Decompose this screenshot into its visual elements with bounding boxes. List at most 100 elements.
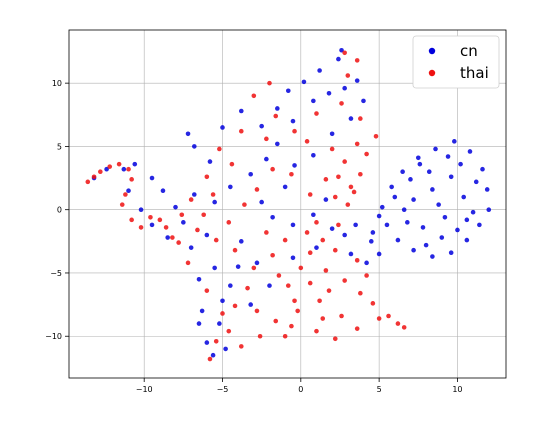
data-point-thai (254, 187, 260, 192)
data-point-cn (361, 98, 366, 104)
data-point-cn (270, 214, 275, 220)
data-point-thai (273, 113, 279, 119)
series-thai-points (85, 50, 407, 362)
data-point-thai (238, 128, 244, 134)
x-tick-label: 10 (452, 385, 462, 394)
data-point-thai (238, 344, 244, 349)
data-point-thai (295, 308, 300, 314)
data-point-cn (389, 184, 394, 190)
data-point-cn (292, 163, 297, 168)
data-point-cn (339, 47, 344, 53)
data-point-cn (400, 169, 405, 175)
data-point-thai (204, 288, 210, 293)
data-point-thai (320, 316, 326, 321)
data-point-thai (276, 273, 282, 278)
data-point-thai (138, 225, 144, 230)
data-point-cn (353, 222, 358, 228)
data-point-cn (160, 188, 166, 194)
data-point-cn (311, 152, 316, 158)
data-point-thai (307, 280, 313, 286)
data-point-thai (226, 220, 232, 225)
data-point-cn (480, 166, 485, 172)
data-point-cn (165, 235, 170, 240)
data-point-thai (323, 268, 329, 273)
data-point-thai (307, 250, 313, 256)
data-point-cn (417, 161, 423, 167)
data-point-cn (342, 232, 347, 238)
data-point-cn (173, 204, 178, 210)
data-point-thai (107, 164, 113, 169)
data-point-cn (149, 222, 155, 228)
data-point-thai (273, 318, 279, 324)
data-point-cn (464, 237, 470, 243)
data-point-cn (275, 106, 280, 111)
data-point-thai (314, 220, 319, 225)
data-point-cn (275, 141, 280, 147)
data-point-thai (245, 285, 250, 291)
data-point-thai (320, 237, 326, 243)
data-point-cn (259, 123, 264, 129)
data-point-thai (264, 136, 269, 142)
data-point-thai (336, 174, 341, 180)
data-point-thai (342, 50, 347, 56)
data-point-cn (329, 226, 335, 231)
data-point-thai (386, 313, 391, 319)
data-point-thai (229, 161, 235, 167)
data-point-cn (458, 161, 463, 167)
data-point-thai (285, 283, 291, 288)
data-point-thai (251, 265, 257, 271)
data-point-cn (423, 242, 429, 248)
data-point-cn (212, 265, 217, 271)
data-point-cn (376, 251, 382, 257)
data-point-cn (326, 90, 332, 96)
data-point-thai (254, 308, 260, 314)
x-tick-label: 0 (298, 385, 303, 394)
y-tick-label: −10 (45, 332, 62, 341)
data-point-cn (401, 207, 407, 212)
data-point-cn (439, 235, 445, 240)
data-point-thai (176, 240, 181, 245)
data-point-cn (348, 251, 354, 257)
data-point-cn (220, 298, 225, 304)
data-point-cn (267, 283, 272, 288)
data-point-cn (204, 232, 210, 238)
data-point-cn (121, 166, 127, 172)
data-point-cn (420, 225, 426, 230)
y-axis-ticks: −10 −5 0 5 10 (45, 79, 69, 341)
data-point-cn (248, 171, 253, 177)
data-point-thai (326, 288, 332, 293)
y-tick-label: 10 (52, 79, 62, 88)
data-point-cn (223, 346, 228, 352)
legend-marker-cn (428, 47, 436, 55)
y-tick-label: 0 (57, 206, 62, 215)
data-point-cn (384, 222, 390, 228)
data-point-cn (212, 199, 217, 205)
data-point-cn (311, 98, 316, 104)
legend-label-cn: cn (460, 42, 478, 60)
data-point-cn (442, 214, 448, 220)
data-point-thai (292, 298, 297, 304)
data-point-cn (104, 166, 109, 172)
data-point-cn (455, 227, 460, 233)
data-point-cn (254, 260, 260, 266)
data-point-thai (123, 192, 128, 197)
data-point-cn (484, 187, 490, 192)
data-point-cn (248, 302, 253, 307)
data-point-thai (251, 93, 257, 99)
data-point-thai (358, 290, 363, 296)
data-point-cn (290, 118, 296, 124)
data-point-thai (314, 111, 319, 116)
data-point-cn (126, 188, 131, 194)
data-point-cn (411, 247, 416, 253)
data-point-thai (358, 116, 363, 121)
data-point-cn (259, 199, 264, 205)
data-point-thai (148, 214, 153, 220)
data-point-thai (370, 301, 376, 306)
data-point-cn (317, 68, 322, 73)
data-point-cn (192, 144, 197, 149)
data-point-thai (232, 247, 238, 253)
data-point-thai (264, 230, 269, 235)
data-point-thai (116, 161, 122, 167)
data-point-cn (470, 209, 476, 215)
